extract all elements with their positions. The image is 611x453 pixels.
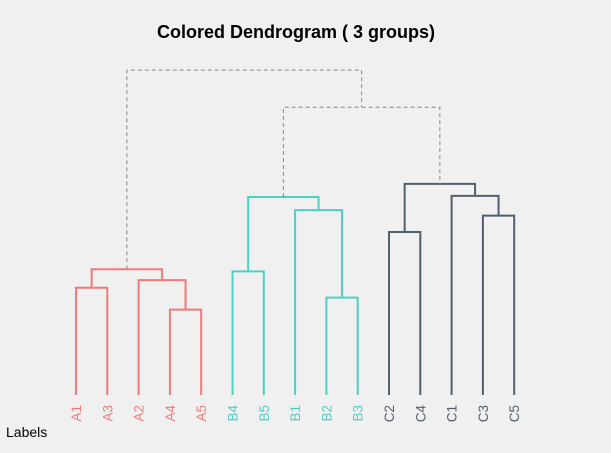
dendrogram-merge-4 [90,268,164,288]
dendrogram-merge-1 [75,286,109,395]
dendrogram-merge-6 [325,296,359,395]
leaf-label-a2: A2 [132,405,147,422]
dendrogram-merge-2 [168,308,203,395]
leaf-label-a3: A3 [100,405,115,422]
dendrogram-merge-11 [450,194,500,395]
leaf-labels: A1 A3 A2 A4 A5 B4 B5 B1 B2 B3 C2 C4 C1 C3 C5 [69,405,522,423]
chart-title: Colored Dendrogram ( 3 groups) [157,22,435,42]
leaf-label-c2: C2 [382,405,397,422]
leaf-label-a1: A1 [69,405,84,422]
leaf-label-b2: B2 [319,405,334,422]
dendrogram-branches [75,69,516,395]
leaf-label-a4: A4 [163,405,178,422]
labels-axis-caption: Labels [6,424,47,440]
dendrogram-merge-13 [282,106,441,197]
leaf-label-c3: C3 [476,405,491,422]
leaf-label-c4: C4 [413,405,428,423]
leaf-label-b1: B1 [288,405,303,422]
dendrogram-merge-10 [481,214,516,395]
dendrogram-merge-14 [126,69,363,270]
dendrogram-merge-12 [403,182,477,232]
leaf-label-c1: C1 [445,405,460,422]
dendrogram-merge-5 [231,270,265,395]
dendrogram-merge-8 [247,195,320,272]
dendrogram-merge-9 [388,230,422,395]
dendrogram-merge-3 [137,279,187,395]
leaf-label-a5: A5 [194,405,209,422]
leaf-label-b3: B3 [351,405,366,422]
leaf-label-b4: B4 [226,405,241,422]
leaf-label-c5: C5 [507,405,522,422]
dendrogram-merge-7 [294,209,344,395]
leaf-label-b5: B5 [257,405,272,422]
